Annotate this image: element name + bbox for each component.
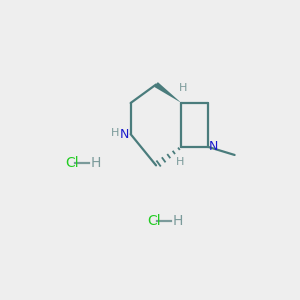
Polygon shape bbox=[154, 82, 182, 103]
Text: N: N bbox=[120, 128, 130, 141]
Text: H: H bbox=[179, 83, 188, 93]
Text: H: H bbox=[111, 128, 119, 138]
Text: Cl: Cl bbox=[65, 156, 78, 170]
Text: N: N bbox=[209, 140, 219, 153]
Text: H: H bbox=[176, 157, 184, 166]
Text: H: H bbox=[91, 156, 101, 170]
Text: H: H bbox=[173, 214, 183, 228]
Text: Cl: Cl bbox=[147, 214, 160, 228]
